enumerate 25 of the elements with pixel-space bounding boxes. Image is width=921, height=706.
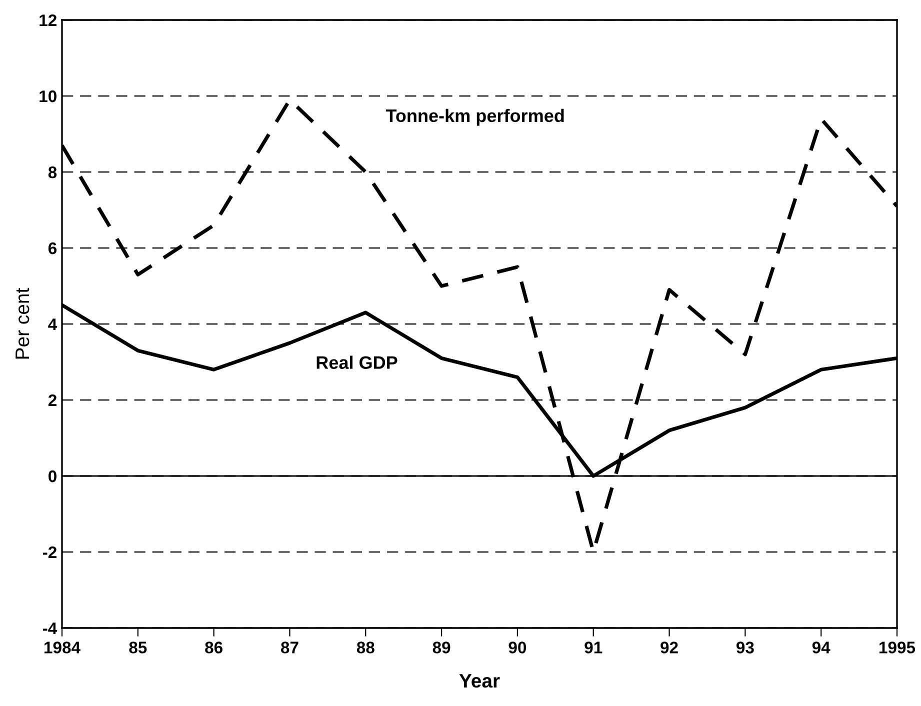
x-tick-label: 87 [280,642,298,654]
y-tick-label: 2 [48,394,56,406]
series-label: Real GDP [316,356,398,369]
y-tick-label: 4 [48,318,58,330]
text: Tonne-km performed [386,108,564,126]
y-tick-label: 8 [48,166,57,178]
x-tick-label: 88 [356,642,374,654]
x-tick-label: 89 [432,642,450,654]
y-tick-label: 6 [48,242,57,254]
x-tick-label: 1984 [44,642,80,654]
y-tick-label: -2 [42,546,56,558]
x-tick-label: 92 [660,642,678,654]
x-tick-label: 1995 [880,642,916,654]
x-tick-label: 90 [508,642,526,654]
y-tick-label: 12 [40,14,56,26]
y-tick-label: -4 [42,622,58,634]
y-axis-title: Per cent [16,288,30,359]
x-tick-label: 94 [812,642,830,654]
x-tick-label: 86 [205,642,222,654]
y-tick-label: 0 [48,470,56,482]
x-axis-title: Year [459,674,500,688]
y-tick-label: 10 [40,90,56,102]
x-tick-label: 85 [129,642,147,654]
x-tick-label: 91 [584,642,602,654]
x-tick-label: 93 [736,642,754,654]
